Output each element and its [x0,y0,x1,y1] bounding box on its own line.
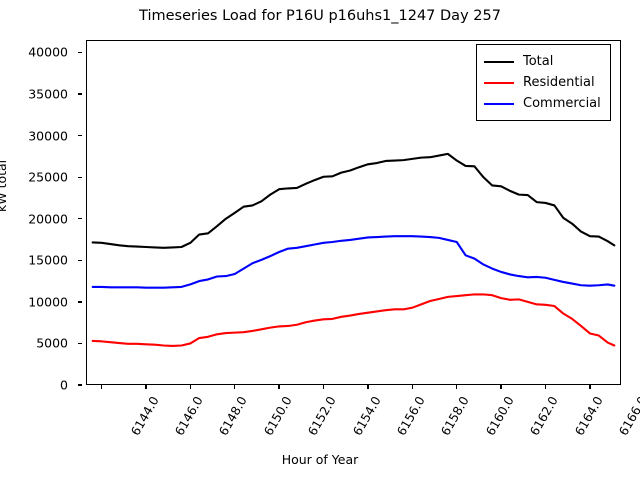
x-tick-mark [278,385,280,389]
legend-label-residential: Residential [523,75,595,90]
y-tick-mark [78,134,82,137]
x-tick-mark [500,385,502,389]
x-tick-mark [589,385,591,389]
y-tick-mark [78,218,82,220]
y-tick-mark [78,176,82,178]
x-tick-label: 6144.0 [127,394,162,438]
y-tick-mark [78,384,82,386]
legend-swatch-total [484,60,514,63]
x-tick-mark [367,385,369,389]
y-tick-mark [78,259,82,261]
x-tick-label: 6160.0 [483,394,517,438]
line-total [91,152,616,249]
x-tick-label: 6158.0 [438,394,473,438]
x-tick-label: 6162.0 [527,394,561,438]
x-tick-label: 6148.0 [216,394,251,438]
legend-swatch-residential [484,81,514,84]
y-tick-label: 10000 [28,294,68,310]
x-tick-label: 6154.0 [349,394,384,438]
x-tick-label: 6146.0 [172,394,206,438]
x-tick-mark [544,385,547,389]
x-tick-mark [322,385,325,389]
y-tick-label: 40000 [28,44,68,60]
y-tick-label: 5000 [36,335,68,351]
y-tick-label: 0 [60,377,68,393]
x-tick-mark [189,385,191,389]
y-axis-title: kW total [0,159,9,212]
legend-item-commercial: Commercial [484,93,601,114]
y-tick-label: 25000 [28,169,68,185]
x-tick-label: 6166.0 [616,394,640,438]
legend-item-total: Total [484,51,601,72]
x-tick-mark [456,385,458,389]
y-tick-mark [78,301,82,303]
y-axis-labels: 0 5000 10000 15000 20000 25000 30000 35000 40000 [0,40,82,393]
x-tick-label: 6156.0 [394,394,428,438]
y-tick-label: 30000 [28,128,68,144]
x-tick-label: 6150.0 [261,394,295,438]
x-tick-mark [411,385,413,389]
x-tick-mark [145,385,147,389]
x-tick-mark [234,385,236,389]
x-axis-title: Hour of Year [281,452,359,467]
legend-swatch-commercial [484,102,514,105]
legend-label-total: Total [523,54,554,69]
y-tick-mark [78,93,82,95]
chart-title: Timeseries Load for P16U p16uhs1_1247 Da… [139,8,501,24]
chart-legend: Total Residential Commercial [476,44,611,121]
y-tick-label: 15000 [28,252,68,268]
x-tick-label: 6164.0 [571,394,606,438]
line-residential [91,293,616,347]
x-tick-label: 6152.0 [305,394,339,438]
data-lines [91,152,616,347]
y-tick-label: 20000 [28,211,68,227]
y-tick-label: 35000 [28,86,68,102]
x-tick-mark [100,385,103,389]
legend-label-commercial: Commercial [523,96,601,111]
y-tick-mark [78,51,82,54]
y-tick-mark [78,342,82,345]
line-commercial [91,235,616,289]
legend-item-residential: Residential [484,72,601,93]
